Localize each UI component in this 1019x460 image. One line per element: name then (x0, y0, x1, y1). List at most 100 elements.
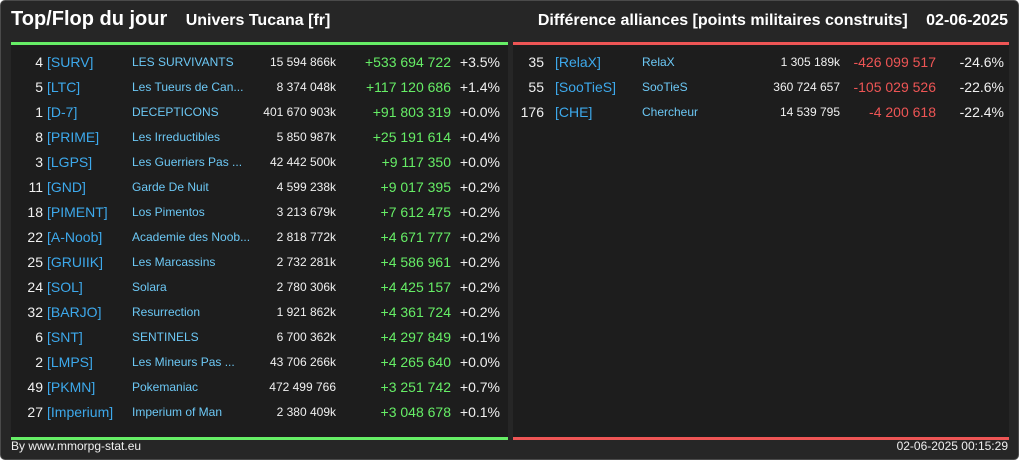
alliance-points: 1 305 189k (780, 55, 840, 69)
alliance-rank: 32 (27, 304, 43, 320)
alliance-points: 1 921 862k (276, 305, 336, 319)
footer-credit: By www.mmorpg-stat.eu (11, 439, 142, 453)
table-row: 176 [CHE] Chercheur 14 539 795 -4 200 618 -22… (513, 100, 1009, 125)
points-difference: +4 265 640 (380, 354, 451, 370)
points-difference: +4 297 849 (380, 329, 451, 345)
points-difference: +9 117 350 (381, 154, 451, 170)
table-row: 49 [PKMN] Pokemaniac 472 499 766 +3 251 742 +… (11, 375, 508, 400)
points-difference: -105 029 526 (853, 79, 936, 95)
header-right: Différence alliances [points militaires … (538, 12, 1008, 30)
points-difference: +25 191 614 (372, 129, 451, 145)
percent-change: +0.2% (459, 204, 500, 220)
points-difference: +7 612 475 (380, 204, 451, 220)
table-row: 5 [LTC] Les Tueurs de Can... 8 374 048k +117… (11, 75, 508, 100)
points-difference: +4 671 777 (380, 229, 451, 245)
alliance-name: DECEPTICONS (132, 105, 219, 119)
table-row: 4 [SURV] LES SURVIVANTS 15 594 866k +533 694… (11, 50, 508, 75)
percent-change: +0.1% (459, 404, 500, 420)
header-left: Top/Flop du jour Univers Tucana [fr] (11, 8, 330, 31)
table-row: 55 [SooTieS] SooTieS 360 724 657 -105 029 52… (513, 75, 1009, 100)
points-difference: -4 200 618 (869, 104, 936, 120)
table-row: 8 [PRIME] Les Irreductibles 5 850 987k +25 1… (11, 125, 508, 150)
alliance-tag: [LGPS] (47, 154, 93, 170)
alliance-tag: [PRIME] (47, 129, 100, 145)
alliance-points: 2 780 306k (276, 280, 336, 294)
flop-list: 35 [RelaX] RelaX 1 305 189k -426 099 517 -24.… (513, 50, 1009, 125)
alliance-rank: 49 (27, 379, 43, 395)
points-difference: +117 120 686 (366, 79, 451, 95)
alliance-tag: [A-Noob] (47, 229, 103, 245)
alliance-tag: [GND] (47, 179, 86, 195)
alliance-rank: 2 (35, 354, 43, 370)
ranking-subtitle: Différence alliances [points militaires … (537, 12, 908, 29)
percent-change: +0.4% (459, 129, 500, 145)
alliance-tag: [SOL] (47, 279, 83, 295)
alliance-name: Imperium of Man (132, 405, 223, 419)
alliance-tag: [PKMN] (47, 379, 96, 395)
points-difference: +4 586 961 (380, 254, 451, 270)
alliance-points: 4 599 238k (276, 180, 336, 194)
alliance-points: 8 374 048k (276, 80, 336, 94)
alliance-tag: [SNT] (47, 329, 83, 345)
alliance-points: 2 380 409k (276, 405, 336, 419)
table-row: 1 [D-7] DECEPTICONS 401 670 903k +91 803 319… (11, 100, 508, 125)
percent-change: +0.2% (459, 279, 500, 295)
alliance-points: 14 539 795 (779, 105, 840, 119)
alliance-name: Les Mineurs Pas ... (132, 355, 235, 369)
percent-change: +0.0% (459, 104, 500, 120)
table-row: 18 [PIMENT] Los Pimentos 3 213 679k +7 612 4… (11, 200, 508, 225)
alliance-name: Academie des Noob... (132, 230, 251, 244)
alliance-points: 472 499 766 (269, 380, 336, 394)
points-difference: +3 048 678 (380, 404, 451, 420)
points-difference: -426 099 517 (853, 54, 936, 70)
points-difference: +91 803 319 (372, 104, 451, 120)
percent-change: +0.2% (459, 229, 500, 245)
alliance-rank: 24 (27, 279, 43, 295)
points-difference: +4 425 157 (380, 279, 451, 295)
alliance-name: Resurrection (132, 305, 201, 319)
alliance-tag: [LMPS] (47, 354, 93, 370)
alliance-points: 6 700 362k (276, 330, 336, 344)
table-row: 6 [SNT] SENTINELS 6 700 362k +4 297 849 +0.1% (11, 325, 508, 350)
alliance-tag: [LTC] (47, 79, 81, 95)
alliance-tag: [RelaX] (555, 54, 601, 70)
header-date: 02-06-2025 (926, 12, 1008, 29)
footer-timestamp: 02-06-2025 00:15:29 (896, 439, 1008, 453)
alliance-points: 2 818 772k (276, 230, 336, 244)
alliance-rank: 11 (28, 179, 43, 195)
points-difference: +4 361 724 (380, 304, 451, 320)
alliance-tag: [D-7] (47, 104, 78, 120)
percent-change: +3.5% (459, 54, 500, 70)
alliance-rank: 8 (35, 129, 43, 145)
percent-change: -22.6% (959, 79, 1004, 95)
alliance-tag: [CHE] (555, 104, 593, 120)
table-row: 32 [BARJO] Resurrection 1 921 862k +4 361 72… (11, 300, 508, 325)
percent-change: +0.2% (459, 179, 500, 195)
alliance-name: Les Guerriers Pas ... (132, 155, 243, 169)
alliance-points: 360 724 657 (773, 80, 840, 94)
alliance-rank: 25 (27, 254, 43, 270)
percent-change: +0.0% (459, 154, 500, 170)
alliance-points: 15 594 866k (269, 55, 336, 69)
alliance-name: Les Tueurs de Can... (132, 80, 244, 94)
alliance-tag: [PIMENT] (47, 204, 108, 220)
percent-change: -22.4% (959, 104, 1004, 120)
table-row: 24 [SOL] Solara 2 780 306k +4 425 157 +0.2% (11, 275, 508, 300)
alliance-points: 5 850 987k (276, 130, 336, 144)
percent-change: +0.0% (459, 354, 500, 370)
table-row: 11 [GND] Garde De Nuit 4 599 238k +9 017 395… (11, 175, 508, 200)
alliance-rank: 6 (35, 329, 43, 345)
points-difference: +3 251 742 (380, 379, 451, 395)
alliance-rank: 1 (35, 104, 43, 120)
percent-change: -24.6% (959, 54, 1004, 70)
alliance-name: Les Marcassins (132, 255, 216, 269)
alliance-name: Solara (132, 280, 167, 294)
top-panel: 4 [SURV] LES SURVIVANTS 15 594 866k +533 694… (11, 42, 508, 440)
alliance-tag: [Imperium] (47, 404, 114, 420)
alliance-name: Garde De Nuit (132, 180, 209, 194)
alliance-name: Los Pimentos (132, 205, 205, 219)
flop-panel: 35 [RelaX] RelaX 1 305 189k -426 099 517 -24.… (513, 42, 1009, 440)
table-row: 22 [A-Noob] Academie des Noob... 2 818 772k… (11, 225, 508, 250)
table-row: 35 [RelaX] RelaX 1 305 189k -426 099 517 -24.… (513, 50, 1009, 75)
